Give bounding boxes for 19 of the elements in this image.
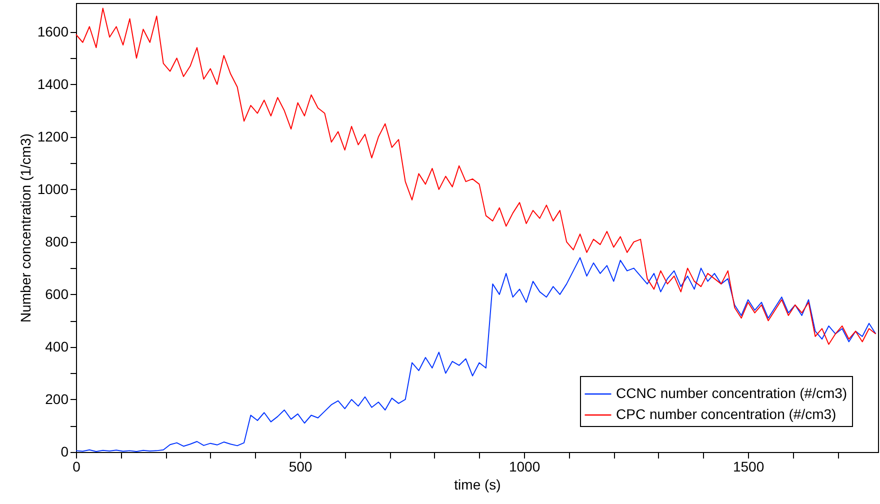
y-tick-label: 1400 bbox=[37, 76, 69, 92]
x-tick-label: 1500 bbox=[732, 458, 764, 474]
x-tick-label: 500 bbox=[288, 458, 312, 474]
y-tick-label: 1200 bbox=[37, 128, 69, 144]
y-tick-label: 1000 bbox=[37, 180, 69, 197]
legend-label: CPC number concentration (#/cm3) bbox=[616, 406, 836, 422]
y-tick-label: 600 bbox=[45, 286, 69, 302]
x-axis-title: time (s) bbox=[454, 476, 501, 492]
y-tick-label: 200 bbox=[45, 390, 69, 407]
legend-label: CCNC number concentration (#/cm3) bbox=[616, 385, 848, 401]
y-tick-label: 0 bbox=[60, 444, 69, 460]
x-tick-label: 0 bbox=[72, 458, 81, 474]
line-series bbox=[76, 257, 876, 452]
y-tick-label: 1600 bbox=[37, 23, 69, 40]
x-tick-label: 1000 bbox=[508, 458, 540, 474]
line-series bbox=[76, 8, 876, 345]
y-tick-label: 400 bbox=[45, 338, 69, 354]
y-axis-title: Number concentration (1/cm3) bbox=[17, 133, 34, 323]
y-tick-label: 800 bbox=[45, 233, 69, 250]
